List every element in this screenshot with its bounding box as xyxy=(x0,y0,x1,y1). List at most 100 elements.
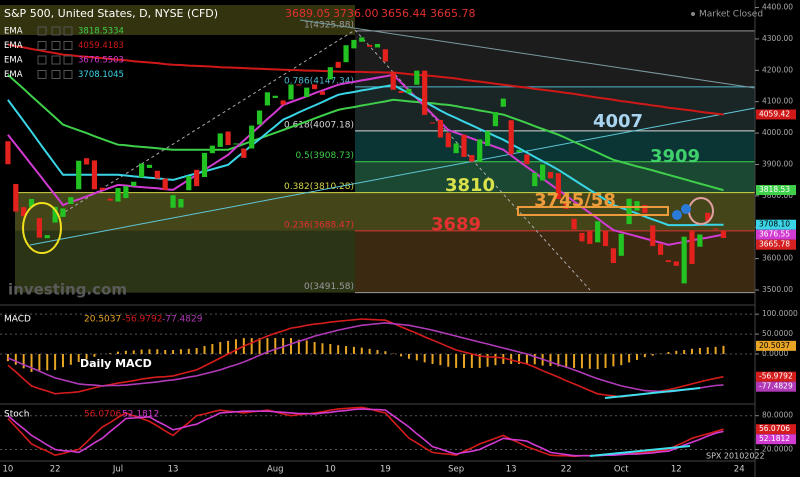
candle xyxy=(713,228,719,230)
histogram-bar xyxy=(580,354,583,369)
histogram-bar xyxy=(337,345,340,355)
x-tick-label: 12 xyxy=(671,465,682,475)
candle xyxy=(343,45,349,63)
candle xyxy=(555,173,561,200)
histogram-bar xyxy=(698,348,701,355)
histogram-bar xyxy=(455,354,458,368)
candle xyxy=(201,152,208,178)
candle xyxy=(532,172,538,187)
legend-icon xyxy=(51,70,61,79)
candle xyxy=(28,199,35,208)
histogram-bar xyxy=(117,351,120,355)
legend-icon xyxy=(37,55,47,65)
candle xyxy=(469,155,475,162)
histogram-bar xyxy=(596,354,599,370)
candle xyxy=(516,150,522,152)
legend-icon xyxy=(63,26,73,36)
histogram-bar xyxy=(643,354,646,358)
histogram-bar xyxy=(533,354,536,365)
legend-value: 56.0706 xyxy=(84,410,121,420)
ohlc: 3656.44 xyxy=(381,7,427,20)
histogram-bar xyxy=(140,349,143,355)
candle xyxy=(374,43,381,48)
legend-icon xyxy=(51,26,61,36)
y-tick-label: 3600.00 xyxy=(762,254,793,263)
histogram-bar xyxy=(297,339,300,355)
legend-value: 4059.4183 xyxy=(78,41,124,51)
candle xyxy=(304,87,310,98)
candle xyxy=(665,260,672,263)
histogram-bar xyxy=(148,349,151,355)
trend-line xyxy=(29,107,756,246)
histogram-bar xyxy=(667,352,670,355)
histogram-bar xyxy=(628,354,631,363)
histogram-bar xyxy=(156,349,159,355)
ohlc: 3689.05 xyxy=(285,7,331,20)
candle xyxy=(327,67,333,80)
legend-name: EMA xyxy=(4,27,23,37)
candle xyxy=(296,84,302,86)
zone xyxy=(355,30,755,87)
histogram-bar xyxy=(470,354,473,368)
price-flag xyxy=(756,381,796,392)
y-tick-label: 3900.00 xyxy=(762,159,793,168)
y-tick-label: 3800.00 xyxy=(762,191,793,200)
candle xyxy=(186,176,192,191)
candle xyxy=(241,148,247,158)
candle xyxy=(83,158,90,165)
y-tick-label: 50.0000 xyxy=(762,329,793,338)
x-tick-label: Jul xyxy=(112,465,123,475)
price-flag xyxy=(756,185,796,196)
y-tick-label: 4000.00 xyxy=(762,128,793,137)
histogram-bar xyxy=(124,350,127,355)
fib-label: 0.5(3908.73) xyxy=(295,151,354,161)
candle xyxy=(60,208,66,217)
candle xyxy=(414,70,420,85)
candle xyxy=(524,154,530,165)
histogram-bar xyxy=(61,354,64,368)
histogram-bar xyxy=(722,345,725,355)
candle xyxy=(351,39,357,49)
marker xyxy=(681,204,691,214)
candle xyxy=(484,131,491,146)
histogram-bar xyxy=(227,340,230,355)
histogram-bar xyxy=(14,354,17,365)
histogram-bar xyxy=(93,354,96,357)
y-tick-label: 4400.00 xyxy=(762,3,793,12)
candle xyxy=(44,235,50,239)
price-flag xyxy=(756,109,796,120)
x-tick-label: Oct xyxy=(614,465,629,475)
histogram-bar xyxy=(706,347,709,355)
candle xyxy=(681,236,687,284)
candle xyxy=(642,204,648,214)
indicator-line xyxy=(7,73,724,246)
histogram-bar xyxy=(549,354,552,366)
histogram-bar xyxy=(423,354,426,363)
histogram-bar xyxy=(502,354,505,364)
candle xyxy=(52,206,58,223)
histogram-bar xyxy=(525,354,528,364)
histogram-bar xyxy=(675,350,678,355)
histogram-bar xyxy=(22,354,25,369)
histogram-bar xyxy=(85,354,88,360)
price-flag xyxy=(756,239,796,250)
y-tick-label: 80.0000 xyxy=(762,411,793,420)
legend-icon xyxy=(37,26,47,36)
candle xyxy=(209,145,215,154)
histogram-bar xyxy=(384,351,387,355)
histogram-bar xyxy=(6,354,9,362)
status-dot xyxy=(691,12,695,16)
candle xyxy=(461,134,467,157)
y-tick-label: 100.0000 xyxy=(762,309,798,318)
annotation: 3810 xyxy=(445,175,495,196)
panel-title: Stoch xyxy=(4,410,29,420)
x-tick-label: 22 xyxy=(561,465,572,475)
candle xyxy=(154,170,160,179)
price-flag xyxy=(756,219,796,230)
legend-icon xyxy=(63,55,73,65)
candle xyxy=(382,49,388,62)
histogram-bar xyxy=(510,354,513,364)
